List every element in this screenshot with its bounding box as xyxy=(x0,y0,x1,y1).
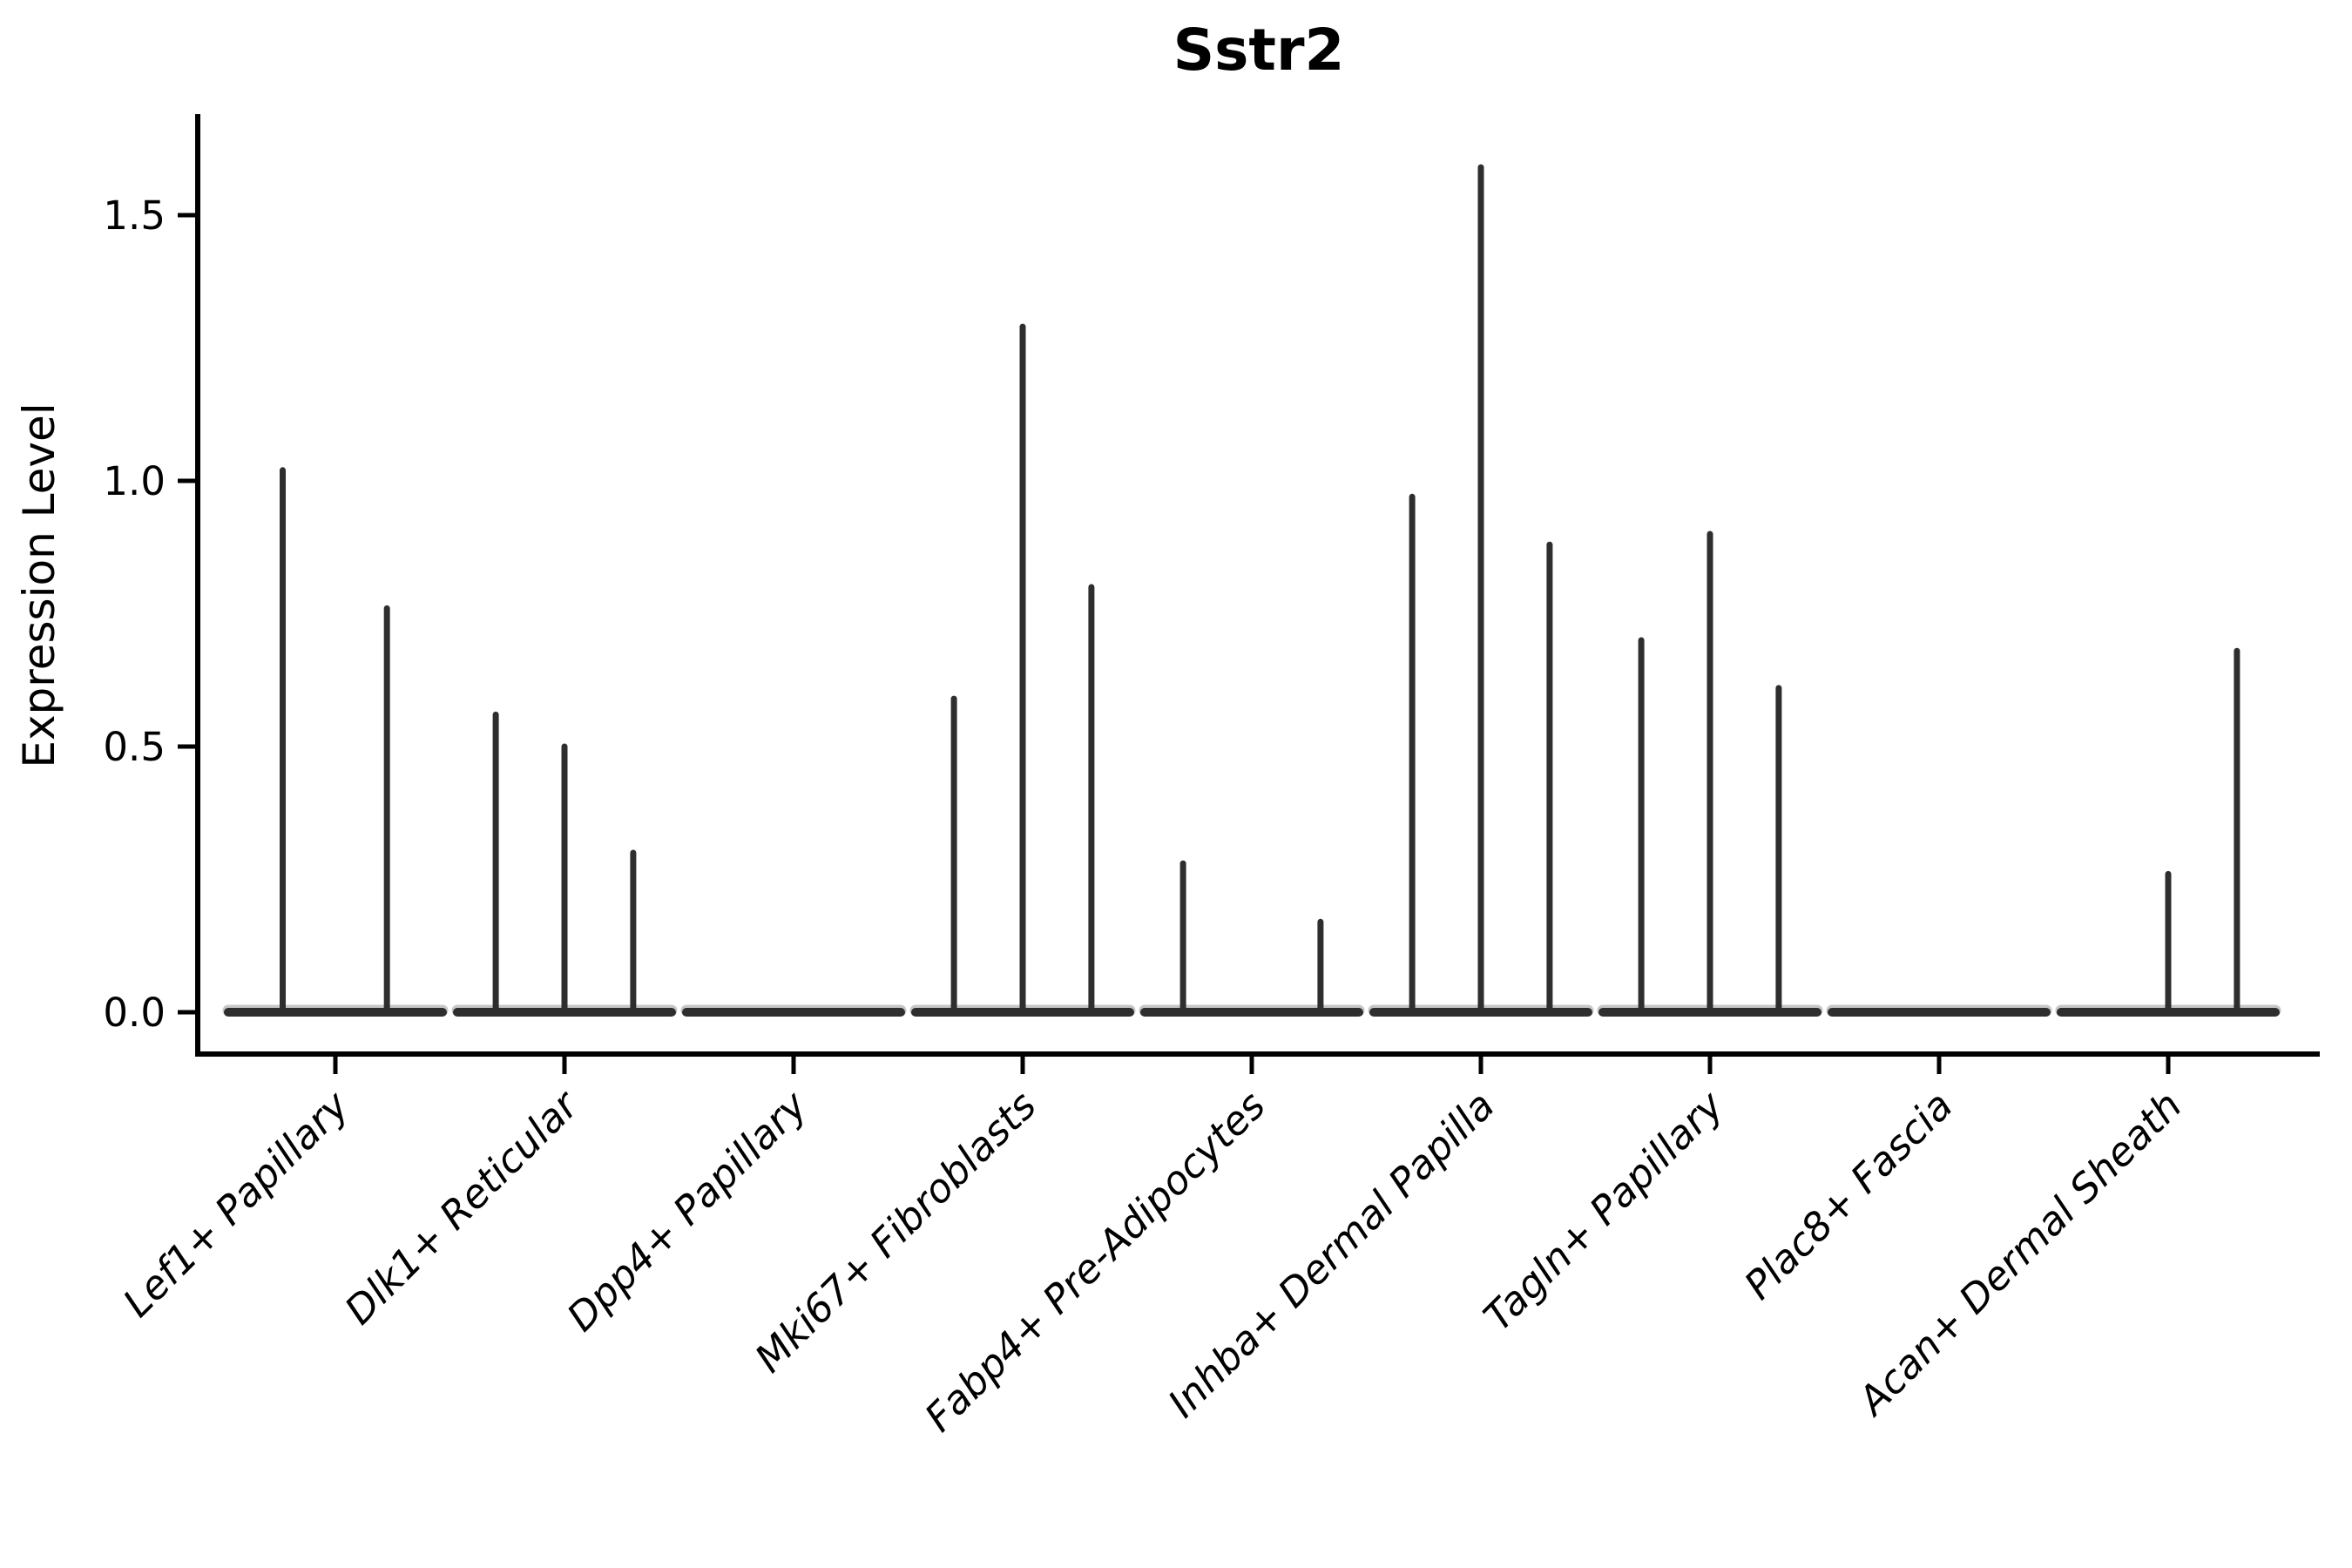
violin-group xyxy=(222,467,449,1017)
violin-group xyxy=(1597,531,1823,1017)
violin-group xyxy=(1826,1004,2052,1017)
violin-group xyxy=(2055,647,2281,1017)
x-tick-label: Lef1+ Papillary xyxy=(114,1081,359,1326)
x-tick-label: Dpp4+ Papillary xyxy=(558,1081,817,1340)
y-tick-label: 0.5 xyxy=(103,724,166,770)
chart-title: Sstr2 xyxy=(1173,17,1345,84)
axes xyxy=(195,114,2320,1057)
y-tick-label: 1.5 xyxy=(103,193,166,239)
x-tick-label: Dlk1+ Reticular xyxy=(335,1081,588,1334)
violin-group xyxy=(909,323,1136,1017)
y-tick-label: 0.0 xyxy=(103,990,166,1036)
violin-group xyxy=(1368,164,1594,1017)
violin-group xyxy=(680,1004,907,1017)
y-axis-ticks: 0.0 0.5 1.0 1.5 xyxy=(103,193,198,1036)
violin-group xyxy=(451,711,678,1017)
x-tick-label: Tagln+ Papillary xyxy=(1475,1081,1734,1340)
violins xyxy=(222,164,2281,1017)
y-axis-label: Expression Level xyxy=(14,402,64,767)
violin-group xyxy=(1139,860,1365,1017)
x-tick-label: Plac8+ Fascia xyxy=(1735,1082,1962,1308)
y-tick-label: 1.0 xyxy=(103,458,166,504)
